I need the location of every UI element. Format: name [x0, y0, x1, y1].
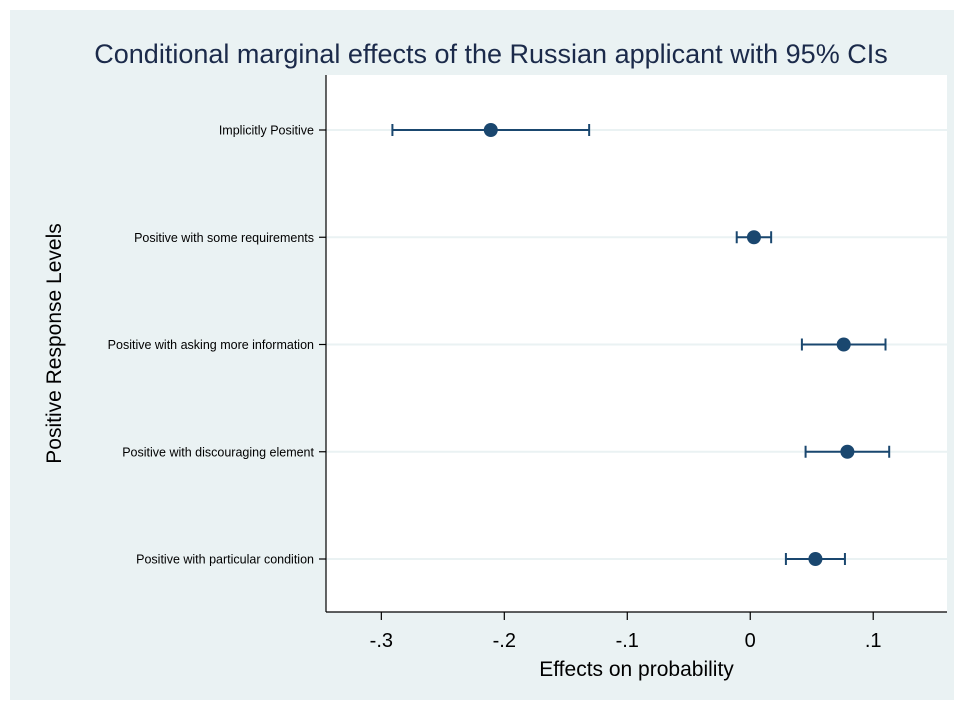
chart-marks [391, 123, 891, 566]
axes: -.3 -.2 -.1 0 .1 Implicitly Positive Positive … [108, 75, 947, 652]
x-tick-label: 0 [745, 630, 756, 652]
y-tick-label: Implicitly Positive [219, 124, 314, 138]
chart-title: Conditional marginal effects of the Russ… [94, 39, 887, 69]
y-axis-title: Positive Response Levels [43, 223, 66, 463]
y-tick-label: Positive with asking more information [108, 338, 314, 352]
x-axis-title: Effects on probability [539, 658, 734, 681]
y-tick-label: Positive with discouraging element [122, 445, 314, 459]
point-estimate [808, 552, 823, 566]
y-tick-label: Positive with some requirements [134, 231, 314, 245]
x-tick-label: -.2 [493, 630, 516, 652]
x-tick-label: -.1 [616, 630, 639, 652]
x-tick-label: .1 [865, 630, 882, 652]
point-estimate [483, 123, 498, 137]
y-tick-label: Positive with particular condition [136, 553, 314, 567]
point-estimate [840, 444, 855, 459]
point-estimate [836, 337, 851, 352]
x-tick-label: -.3 [370, 630, 393, 652]
point-estimate [746, 230, 761, 245]
